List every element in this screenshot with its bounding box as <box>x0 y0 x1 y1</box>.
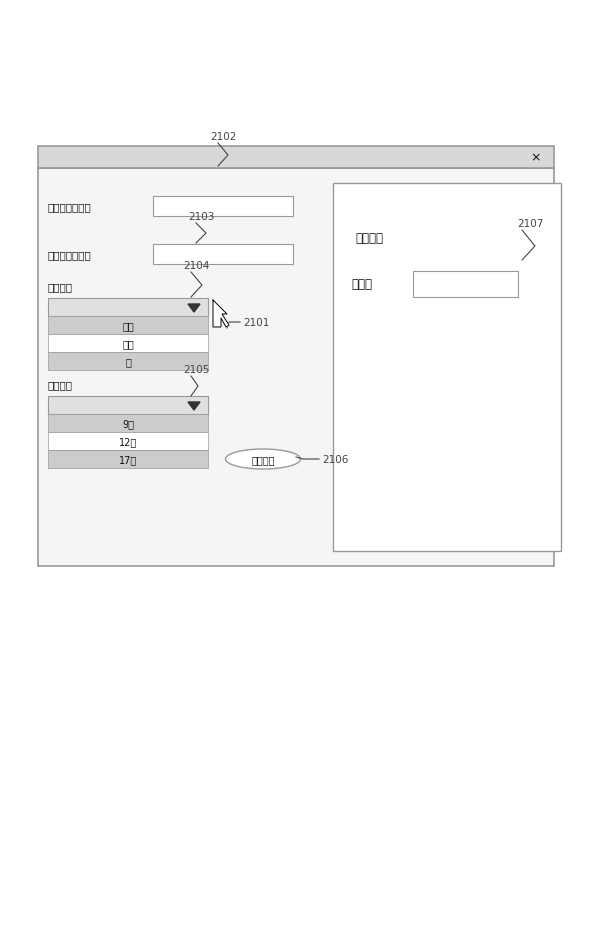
Text: 時刻設定: 時刻設定 <box>48 380 73 390</box>
Text: 晴れ: 晴れ <box>122 321 134 330</box>
Polygon shape <box>188 304 200 313</box>
Text: 17時: 17時 <box>119 455 137 465</box>
Text: 色差：: 色差： <box>351 277 372 290</box>
Bar <box>413 272 518 298</box>
Text: ×: × <box>531 151 541 164</box>
Bar <box>48 432 208 450</box>
Text: 曇り: 曇り <box>122 339 134 349</box>
Text: 2104: 2104 <box>183 261 209 271</box>
Bar <box>153 245 293 264</box>
Bar <box>48 415 208 432</box>
Bar <box>48 450 208 469</box>
Bar <box>48 335 208 353</box>
Text: 12時: 12時 <box>119 436 137 446</box>
Text: 2102: 2102 <box>210 132 236 142</box>
Text: 雨: 雨 <box>125 356 131 367</box>
Text: 2101: 2101 <box>243 317 269 328</box>
Bar <box>333 184 561 551</box>
Text: 色差算出: 色差算出 <box>251 455 275 465</box>
Text: 第一の色情報：: 第一の色情報： <box>48 201 92 212</box>
Bar <box>38 147 554 169</box>
Bar <box>153 197 293 217</box>
Polygon shape <box>188 403 200 410</box>
Bar <box>38 169 554 566</box>
Text: 2106: 2106 <box>322 455 348 465</box>
Ellipse shape <box>226 449 300 470</box>
Bar <box>48 299 208 316</box>
Bar <box>48 396 208 415</box>
Text: 9時: 9時 <box>122 419 134 429</box>
Bar <box>48 353 208 370</box>
Text: 天候設定: 天候設定 <box>48 282 73 291</box>
Text: 第二の色情報：: 第二の色情報： <box>48 250 92 260</box>
Text: 2107: 2107 <box>517 219 543 229</box>
Polygon shape <box>213 301 229 328</box>
Text: 2105: 2105 <box>183 365 209 375</box>
Bar <box>48 316 208 335</box>
Text: 計算結果: 計算結果 <box>355 232 383 245</box>
Text: 2103: 2103 <box>188 212 214 222</box>
